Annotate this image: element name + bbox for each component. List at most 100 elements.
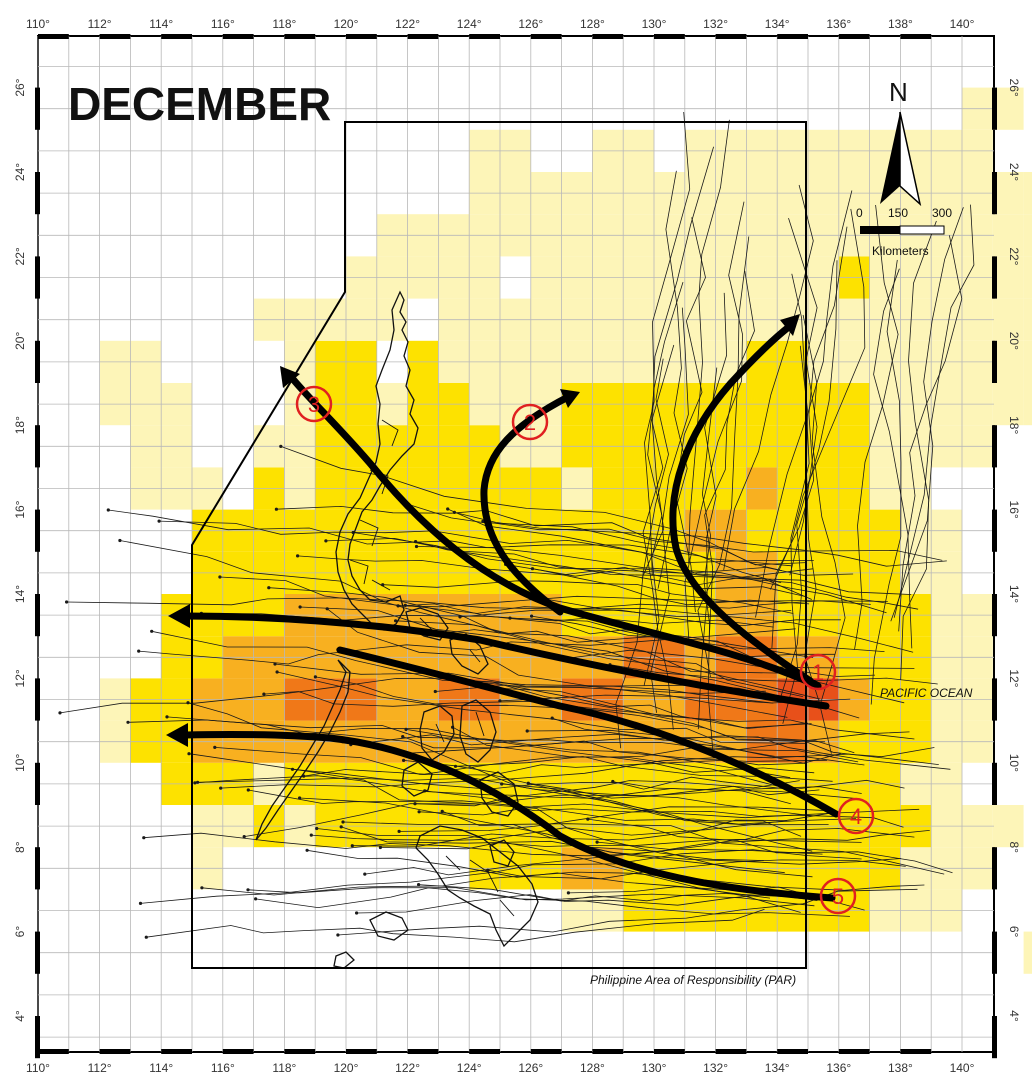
frame-dash	[35, 931, 40, 974]
track-end-point	[530, 567, 535, 571]
frame-dash	[715, 34, 747, 39]
par-label: Philippine Area of Responsibility (PAR)	[590, 973, 796, 987]
recurving-track	[854, 204, 899, 650]
track-end-point	[142, 836, 146, 840]
track-end-point	[298, 605, 302, 609]
frame-dashes	[35, 34, 997, 1059]
cyclone-track	[364, 839, 862, 876]
track-end-point	[350, 844, 354, 848]
recurving-track	[900, 220, 937, 680]
scale-bar-dark	[860, 226, 900, 234]
lon-tick-bottom: 132°	[703, 1061, 728, 1075]
track-end-point	[186, 701, 190, 705]
lon-tick-top: 124°	[457, 17, 482, 31]
recurving-track	[788, 217, 818, 576]
cyclone-track	[487, 859, 906, 880]
frame-dash	[992, 87, 997, 130]
province-border	[469, 859, 499, 893]
recurving-track	[701, 367, 718, 753]
track-end-point	[324, 539, 328, 543]
track-end-point	[417, 810, 421, 814]
lon-tick-bottom: 112°	[88, 1061, 112, 1075]
cyclone-track	[194, 775, 800, 796]
latitude-labels-left: 4° 6° 8° 10° 12° 14° 16° 18° 20° 22° 24° 26°	[13, 78, 27, 1021]
recurving-track	[704, 270, 755, 640]
track-end-point	[525, 729, 529, 733]
frame-dash	[35, 340, 40, 383]
lon-tick-bottom: 124°	[457, 1061, 482, 1075]
track-end-point	[414, 544, 419, 549]
track-end-point	[339, 825, 343, 829]
cyclone-track	[597, 830, 930, 850]
lon-tick-top: 138°	[888, 17, 913, 31]
frame-dash	[900, 1049, 932, 1054]
density-cell	[992, 87, 1024, 130]
cyclone-track	[300, 606, 804, 703]
frame-dash	[35, 1016, 40, 1059]
lat-tick-right: 14°	[1007, 585, 1021, 603]
cyclone-track	[399, 806, 829, 832]
lat-tick-right: 26°	[1007, 79, 1021, 97]
lon-tick-top: 116°	[211, 17, 235, 31]
longitude-labels-top: 110° 112° 114° 116° 118° 120° 122° 124° 126° 128°…	[26, 17, 975, 31]
cyclone-track	[612, 776, 905, 791]
frame-dash	[992, 340, 997, 383]
map-title: DECEMBER	[68, 78, 331, 130]
cyclone-track	[342, 821, 945, 875]
cyclone-track	[418, 884, 818, 902]
frame-dash	[777, 1049, 808, 1054]
province-border	[349, 559, 369, 585]
frame-dash	[715, 1049, 747, 1054]
province-border	[359, 519, 379, 547]
arrowhead-west-5	[166, 723, 188, 747]
frame-dash	[654, 34, 685, 39]
lat-tick-right: 24°	[1007, 163, 1021, 181]
density-cell	[992, 340, 1024, 383]
frame-dash	[838, 34, 870, 39]
recurving-track	[780, 260, 838, 697]
cyclone-track	[587, 818, 953, 874]
lon-tick-top: 130°	[642, 17, 667, 31]
track-number-label: 3	[308, 392, 320, 417]
recurving-track	[870, 259, 902, 705]
density-cell	[1023, 172, 1032, 215]
lat-tick-left: 22°	[13, 247, 27, 265]
recurving-track	[615, 358, 669, 749]
frame-dash	[35, 172, 40, 215]
frame-dash	[407, 1049, 439, 1054]
frame-dash	[99, 34, 131, 39]
par-boundary	[191, 121, 807, 969]
frame-dash	[992, 509, 997, 552]
cyclone-track	[501, 783, 829, 826]
lat-tick-left: 8°	[13, 841, 27, 853]
track-end-point	[453, 764, 458, 768]
province-border	[381, 419, 399, 447]
lat-tick-right: 20°	[1007, 332, 1021, 350]
track-end-point	[118, 538, 122, 543]
track-end-point	[200, 886, 204, 890]
density-cell	[992, 256, 1024, 299]
cyclone-track	[405, 600, 871, 614]
recurving-track	[770, 208, 866, 590]
track-end-point	[157, 519, 161, 523]
lon-tick-top: 140°	[950, 17, 975, 31]
scale-bar-light	[899, 225, 945, 235]
track-end-point	[279, 444, 283, 448]
lat-tick-left: 14°	[13, 585, 27, 603]
cyclone-track	[303, 731, 910, 777]
density-cell	[992, 298, 1024, 341]
lon-tick-bottom: 128°	[580, 1061, 605, 1075]
ocean-label: PACIFIC OCEAN	[880, 686, 973, 700]
density-cell	[992, 805, 1024, 848]
recurving-track	[697, 292, 728, 730]
recurving-track	[642, 344, 675, 730]
frame-dash	[900, 34, 932, 39]
lon-tick-top: 120°	[334, 17, 359, 31]
frame-dash	[346, 1049, 377, 1054]
lon-tick-top: 112°	[88, 17, 112, 31]
lon-tick-top: 132°	[703, 17, 728, 31]
track-number-label: 5	[832, 884, 844, 909]
track-end-point	[267, 586, 271, 590]
cyclone-track	[187, 702, 813, 852]
